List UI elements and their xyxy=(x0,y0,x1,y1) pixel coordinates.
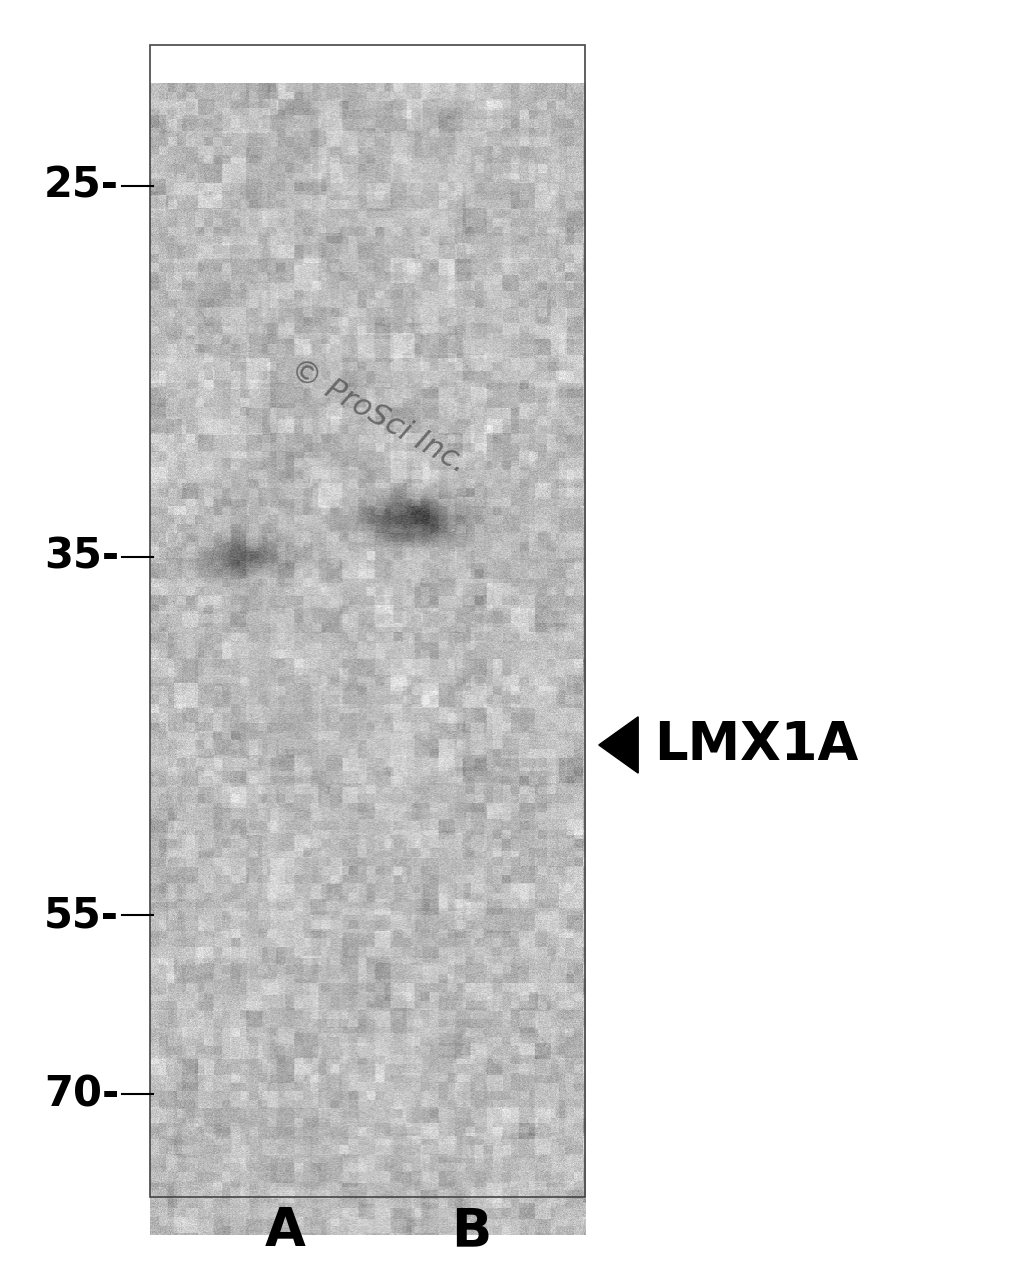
Text: LMX1A: LMX1A xyxy=(654,719,858,771)
Text: 70-: 70- xyxy=(44,1074,119,1115)
Text: A: A xyxy=(264,1206,306,1257)
Text: 55-: 55- xyxy=(45,895,119,936)
Polygon shape xyxy=(599,717,638,773)
Bar xyxy=(150,45,585,1197)
Text: B: B xyxy=(452,1206,491,1257)
Text: 25-: 25- xyxy=(45,165,119,206)
Text: © ProSci Inc.: © ProSci Inc. xyxy=(285,353,471,479)
Text: 35-: 35- xyxy=(44,536,119,577)
